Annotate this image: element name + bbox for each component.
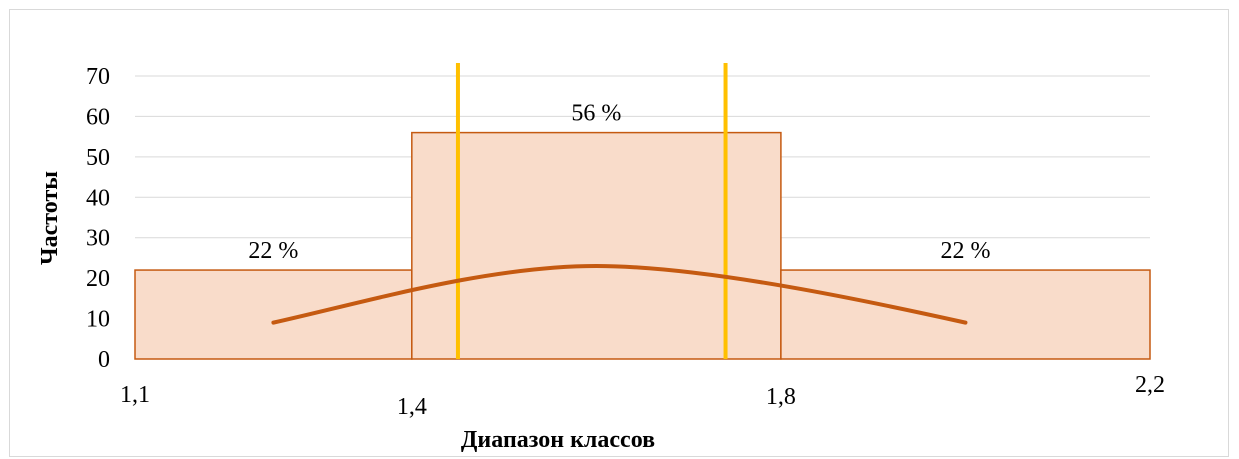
bar-data-labels: 22 % 56 % 22 % [248, 101, 990, 264]
curve-line [271, 264, 968, 325]
y-tick-label: 50 [86, 145, 110, 171]
histogram-bars [134, 131, 1151, 360]
y-tick-labels: 0 10 20 30 40 50 60 70 [86, 64, 110, 373]
histogram-bar [134, 269, 413, 360]
histogram-bar [411, 131, 782, 360]
x-tick-label: 1,1 [120, 382, 150, 408]
normal-curve [271, 264, 968, 325]
y-tick-label: 60 [86, 104, 110, 130]
bar-data-label: 56 % [571, 101, 621, 127]
vertical-marker-lines [455, 63, 728, 359]
x-tick-labels: 1,1 1,4 1,8 2,2 [120, 372, 1165, 420]
x-tick-label: 1,4 [397, 394, 427, 420]
y-tick-label: 0 [98, 347, 110, 373]
y-tick-label: 70 [86, 64, 110, 90]
y-tick-label: 30 [86, 226, 110, 252]
x-axis-title: Диапазон классов [461, 427, 655, 453]
x-tick-label: 2,2 [1135, 372, 1165, 398]
y-tick-label: 20 [86, 266, 110, 292]
y-axis-title: Частоты [37, 171, 63, 265]
histogram-bar [780, 269, 1151, 360]
y-tick-label: 10 [86, 307, 110, 333]
y-tick-label: 40 [86, 185, 110, 211]
x-tick-label: 1,8 [766, 384, 796, 410]
bar-data-label: 22 % [248, 238, 298, 264]
bar-data-label: 22 % [940, 238, 990, 264]
